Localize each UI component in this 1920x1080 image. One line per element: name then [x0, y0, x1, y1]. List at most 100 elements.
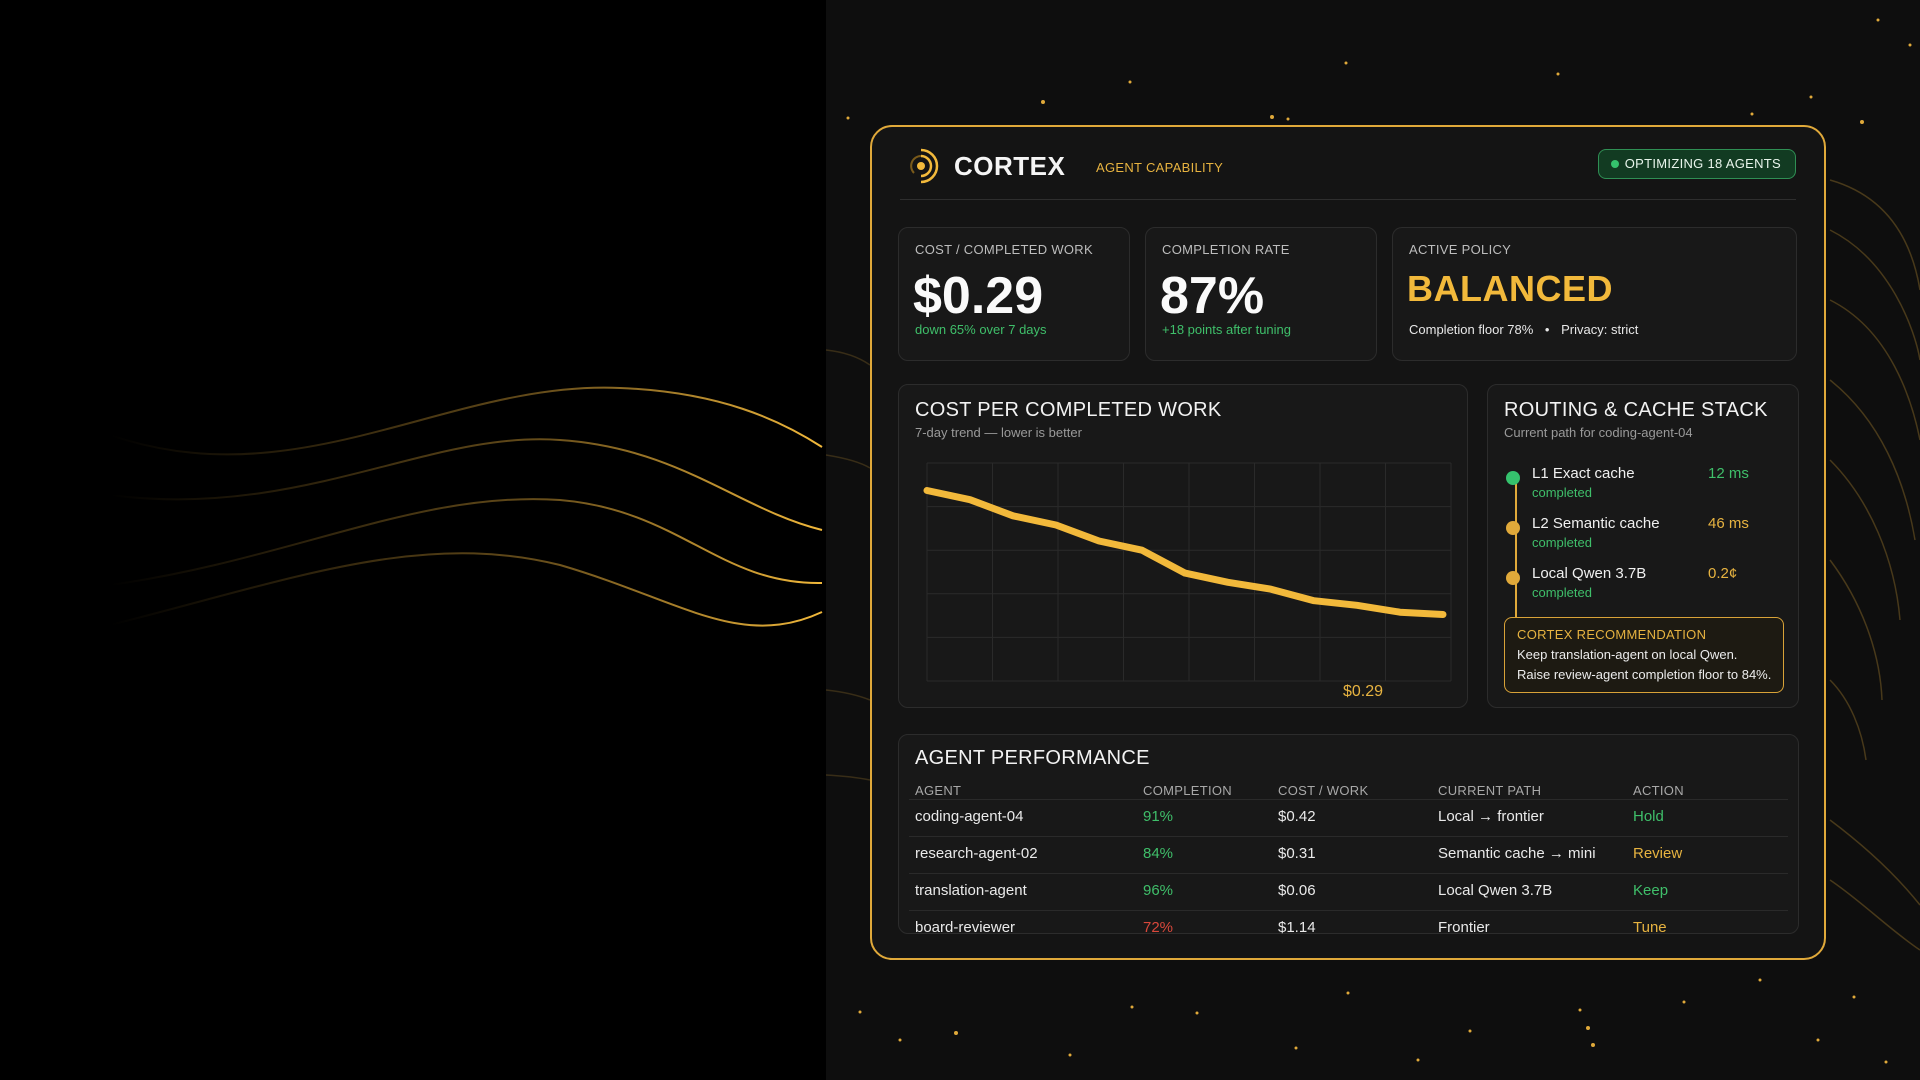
route-step-status: completed [1532, 485, 1592, 500]
agent-completion: 84% [1143, 845, 1174, 862]
data-point [1397, 609, 1403, 616]
agent-action-link[interactable]: Tune [1633, 919, 1667, 934]
route-step-status: completed [1532, 585, 1592, 600]
table-row[interactable]: board-reviewer 72% $1.14 Frontier Tune [909, 910, 1788, 934]
active-policy-value: BALANCED [1407, 268, 1613, 309]
table-row[interactable]: research-agent-02 84% $0.31 Semantic cac… [909, 836, 1788, 873]
agent-completion: 72% [1143, 919, 1174, 934]
cost-trend-line [923, 487, 1447, 618]
route-step-status: completed [1532, 535, 1592, 550]
data-point [924, 487, 930, 494]
privacy-setting: Privacy: strict [1561, 322, 1639, 337]
cortex-radar-icon [910, 148, 939, 184]
data-point [1096, 538, 1102, 545]
cortex-recommendation[interactable]: CORTEX RECOMMENDATION Keep translation-a… [1504, 617, 1784, 693]
data-point [1311, 597, 1317, 604]
route-connector [1515, 477, 1517, 617]
col-header-cost: COST / WORK [1278, 783, 1369, 798]
agent-action-link[interactable]: Hold [1633, 808, 1664, 825]
status-badge-label: OPTIMIZING 18 AGENTS [1624, 156, 1781, 171]
agent-cost: $0.42 [1278, 808, 1316, 825]
routing-cache-card: ROUTING & CACHE STACK Current path for c… [1487, 384, 1799, 708]
data-point [1010, 512, 1016, 519]
agent-action-link[interactable]: Review [1633, 845, 1683, 862]
col-header-agent: AGENT [915, 783, 962, 798]
data-point [1440, 611, 1446, 618]
status-dot-icon [1506, 471, 1520, 485]
routing-title: ROUTING & CACHE STACK [1504, 399, 1768, 421]
agent-completion: 91% [1143, 808, 1174, 825]
route-step-latency: 12 ms [1708, 465, 1749, 482]
policy-meta: Completion floor 78% • Privacy: strict [1409, 322, 1638, 337]
data-point [967, 496, 973, 503]
data-point [1182, 570, 1188, 577]
agent-performance-card: AGENT PERFORMANCE AGENT COMPLETION COST … [898, 734, 1799, 934]
route-step-local-qwen[interactable]: Local Qwen 3.7B completed 0.2¢ [1502, 563, 1782, 613]
chart-end-label: $0.29 [1343, 683, 1383, 700]
agent-cost: $0.06 [1278, 882, 1316, 899]
recommendation-title: CORTEX RECOMMENDATION [1517, 627, 1707, 642]
route-step-latency: 46 ms [1708, 515, 1749, 532]
kpi-label: COMPLETION RATE [1162, 242, 1290, 257]
kpi-label: ACTIVE POLICY [1409, 242, 1512, 257]
star-dots [846, 18, 1912, 1064]
kpi-card-completion: COMPLETION RATE 87% +18 points after tun… [1145, 227, 1377, 361]
table-title: AGENT PERFORMANCE [915, 747, 1150, 769]
chart-subtitle: 7-day trend — lower is better [915, 425, 1082, 440]
meta-separator: • [1544, 322, 1550, 337]
cost-chart-card: COST PER COMPLETED WORK 7-day trend — lo… [898, 384, 1468, 708]
col-header-action: ACTION [1633, 783, 1684, 798]
route-step-name: L2 Semantic cache [1532, 515, 1660, 532]
agent-path: Frontier [1438, 919, 1490, 934]
kpi-value: 87% [1160, 267, 1265, 325]
col-header-completion: COMPLETION [1143, 783, 1232, 798]
agent-name: translation-agent [915, 882, 1027, 899]
routing-subtitle: Current path for coding-agent-04 [1504, 425, 1693, 440]
panel-header: CORTEX AGENT CAPABILITY OPTIMIZING 18 AG… [902, 145, 1796, 197]
agent-path: Local Qwen 3.7B [1438, 882, 1553, 899]
agent-cost: $0.31 [1278, 845, 1316, 862]
table-row[interactable]: coding-agent-04 91% $0.42 Local → fronti… [909, 799, 1788, 836]
agent-path: Semantic cache → mini [1438, 845, 1596, 862]
kpi-card-policy: ACTIVE POLICY BALANCED Completion floor … [1392, 227, 1797, 361]
optimizing-status-badge[interactable]: OPTIMIZING 18 AGENTS [1597, 149, 1796, 179]
data-point [1354, 602, 1360, 609]
table-row[interactable]: translation-agent 96% $0.06 Local Qwen 3… [909, 873, 1788, 910]
chart-grid [926, 462, 1452, 682]
data-point [1053, 521, 1059, 528]
agent-name: research-agent-02 [915, 845, 1038, 862]
data-point [1268, 586, 1274, 593]
chart-points [924, 487, 1446, 618]
wave-lines [109, 386, 823, 627]
agent-path: Local → frontier [1438, 808, 1544, 825]
route-step-latency: 0.2¢ [1708, 565, 1738, 582]
left-edge-arcs [825, 349, 871, 781]
kpi-card-cost: COST / COMPLETED WORK $0.29 down 65% ove… [898, 227, 1130, 361]
status-dot-icon [1506, 521, 1520, 535]
data-point [1139, 547, 1145, 554]
cortex-dashboard-panel: CORTEX AGENT CAPABILITY OPTIMIZING 18 AG… [870, 125, 1826, 960]
data-point [1225, 579, 1231, 586]
brand-name: CORTEX [954, 151, 1066, 181]
status-dot-icon [1610, 160, 1619, 168]
agent-name: board-reviewer [915, 919, 1016, 934]
agent-completion: 96% [1143, 882, 1174, 899]
agent-action-link[interactable]: Keep [1633, 882, 1669, 899]
kpi-delta: down 65% over 7 days [915, 322, 1047, 337]
status-dot-icon [1506, 571, 1520, 585]
cost-trend-chart: $0.29 [923, 462, 1452, 700]
header-divider [900, 199, 1796, 200]
agent-cost: $1.14 [1278, 919, 1316, 934]
agent-name: coding-agent-04 [915, 808, 1024, 825]
recommendation-line-1: Keep translation-agent on local Qwen. [1517, 647, 1738, 662]
route-step-name: L1 Exact cache [1532, 465, 1635, 482]
kpi-label: COST / COMPLETED WORK [915, 242, 1093, 257]
route-step-l2[interactable]: L2 Semantic cache completed 46 ms [1502, 513, 1782, 563]
recommendation-line-2: Raise review-agent completion floor to 8… [1517, 667, 1772, 682]
right-arcs [1829, 179, 1920, 951]
kpi-value: $0.29 [913, 267, 1044, 325]
completion-floor: Completion floor 78% [1409, 322, 1534, 337]
route-step-l1[interactable]: L1 Exact cache completed 12 ms [1502, 463, 1782, 513]
route-step-name: Local Qwen 3.7B [1532, 565, 1647, 582]
